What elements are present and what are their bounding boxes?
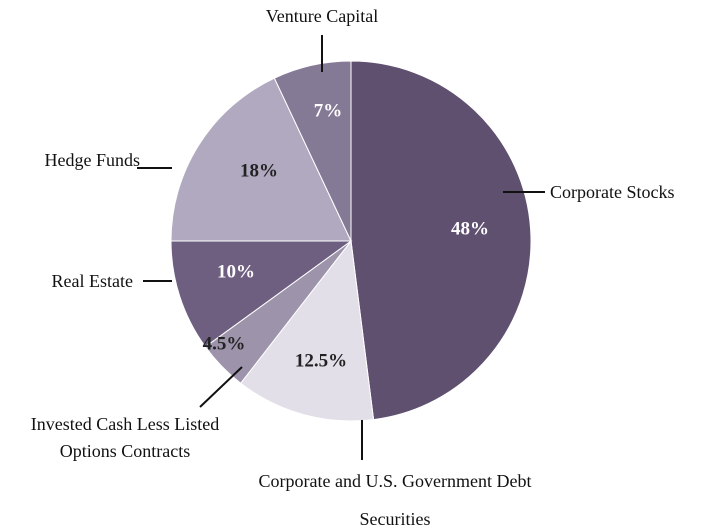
category-label: Real Estate (51, 271, 133, 291)
pie-slice (273, 60, 352, 242)
category-label: Corporate Stocks (550, 182, 675, 202)
leader-line (199, 366, 243, 408)
value-label: 4.5% (203, 333, 246, 354)
pie-slice (170, 77, 352, 242)
pie-slice (239, 239, 375, 422)
category-label: Venture Capital (265, 6, 379, 26)
value-label: 7% (314, 100, 343, 121)
category-label: Hedge Funds (44, 150, 141, 170)
category-label: Invested Cash Less Listed Options Contra… (30, 414, 220, 461)
category-label: Corporate and U.S. Government Debt Secur… (258, 471, 532, 525)
value-label: 48% (451, 218, 489, 239)
pie-slice (350, 60, 532, 421)
value-label: 18% (240, 160, 278, 181)
value-label: 12.5% (295, 350, 347, 371)
value-label: 10% (217, 261, 255, 282)
pie-slice (170, 240, 353, 348)
